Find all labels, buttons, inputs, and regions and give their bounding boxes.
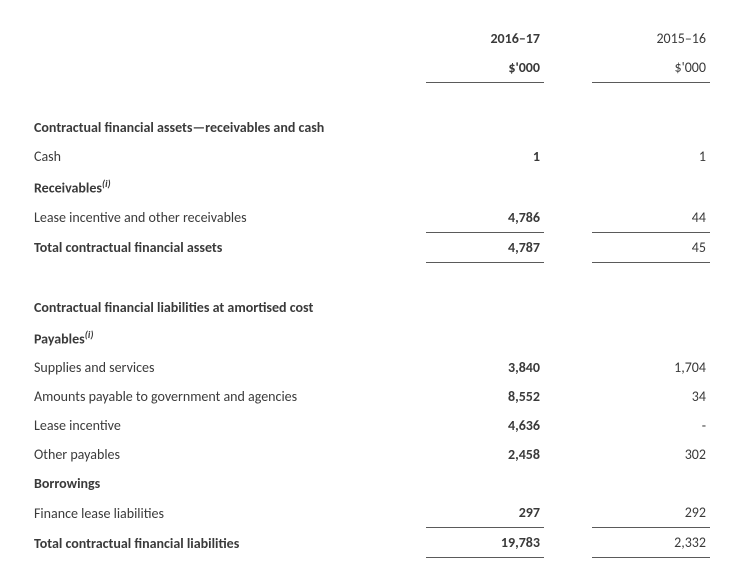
row-lease-inc-v1: 4,636	[426, 411, 544, 440]
row-lease-recv: Lease incentive and other receivables 4,…	[30, 203, 710, 233]
row-receivables-hdr: Receivables(i)	[30, 171, 710, 203]
row-gov-label: Amounts payable to government and agenci…	[30, 382, 426, 411]
row-assets-total-label: Total contractual financial assets	[30, 232, 426, 262]
row-liabilities-total-v1: 19,783	[426, 528, 544, 558]
row-lease-recv-label: Lease incentive and other receivables	[30, 203, 426, 233]
borrowings-hdr: Borrowings	[30, 469, 426, 498]
row-fin-lease-label: Finance lease liabilities	[30, 498, 426, 528]
row-supplies-v1: 3,840	[426, 353, 544, 382]
row-borrowings-hdr: Borrowings	[30, 469, 710, 498]
row-other-v1: 2,458	[426, 440, 544, 469]
row-liabilities-total-v2: 2,332	[592, 528, 710, 558]
row-cash: Cash 1 1	[30, 142, 710, 171]
payables-hdr: Payables(i)	[30, 322, 426, 354]
receivables-hdr-text: Receivables	[34, 180, 102, 197]
assets-title-row: Contractual financial assets—receivables…	[30, 113, 710, 142]
col2-year: 2015–16	[592, 24, 710, 53]
col2-unit: $'000	[592, 53, 710, 83]
row-cash-label: Cash	[30, 142, 426, 171]
footnote-marker-2: (i)	[85, 328, 94, 341]
row-payables-hdr: Payables(i)	[30, 322, 710, 354]
header-row-years: 2016–17 2015–16	[30, 24, 710, 53]
row-other-label: Other payables	[30, 440, 426, 469]
financial-table: 2016–17 2015–16 $'000 $'000 Contractual …	[30, 24, 710, 558]
row-other-v2: 302	[592, 440, 710, 469]
row-fin-lease-v2: 292	[592, 498, 710, 528]
row-supplies: Supplies and services 3,840 1,704	[30, 353, 710, 382]
row-assets-total-v1: 4,787	[426, 232, 544, 262]
row-assets-total-v2: 45	[592, 232, 710, 262]
row-gov-v1: 8,552	[426, 382, 544, 411]
row-cash-v1: 1	[426, 142, 544, 171]
row-lease-inc-label: Lease incentive	[30, 411, 426, 440]
row-liabilities-total-label: Total contractual financial liabilities	[30, 528, 426, 558]
header-row-units: $'000 $'000	[30, 53, 710, 83]
assets-title: Contractual financial assets—receivables…	[30, 113, 426, 142]
row-assets-total: Total contractual financial assets 4,787…	[30, 232, 710, 262]
row-fin-lease-v1: 297	[426, 498, 544, 528]
liabilities-title: Contractual financial liabilities at amo…	[30, 293, 426, 322]
row-lease-recv-v2: 44	[592, 203, 710, 233]
receivables-hdr: Receivables(i)	[30, 171, 426, 203]
row-gov-v2: 34	[592, 382, 710, 411]
row-supplies-v2: 1,704	[592, 353, 710, 382]
row-supplies-label: Supplies and services	[30, 353, 426, 382]
row-liabilities-total: Total contractual financial liabilities …	[30, 528, 710, 558]
row-gov: Amounts payable to government and agenci…	[30, 382, 710, 411]
row-lease-recv-v1: 4,786	[426, 203, 544, 233]
row-other: Other payables 2,458 302	[30, 440, 710, 469]
row-fin-lease: Finance lease liabilities 297 292	[30, 498, 710, 528]
payables-hdr-text: Payables	[34, 330, 85, 347]
row-lease-inc: Lease incentive 4,636 -	[30, 411, 710, 440]
liabilities-title-row: Contractual financial liabilities at amo…	[30, 293, 710, 322]
row-lease-inc-v2: -	[592, 411, 710, 440]
col1-unit: $'000	[426, 53, 544, 83]
footnote-marker-1: (i)	[102, 177, 111, 190]
col1-year: 2016–17	[426, 24, 544, 53]
row-cash-v2: 1	[592, 142, 710, 171]
